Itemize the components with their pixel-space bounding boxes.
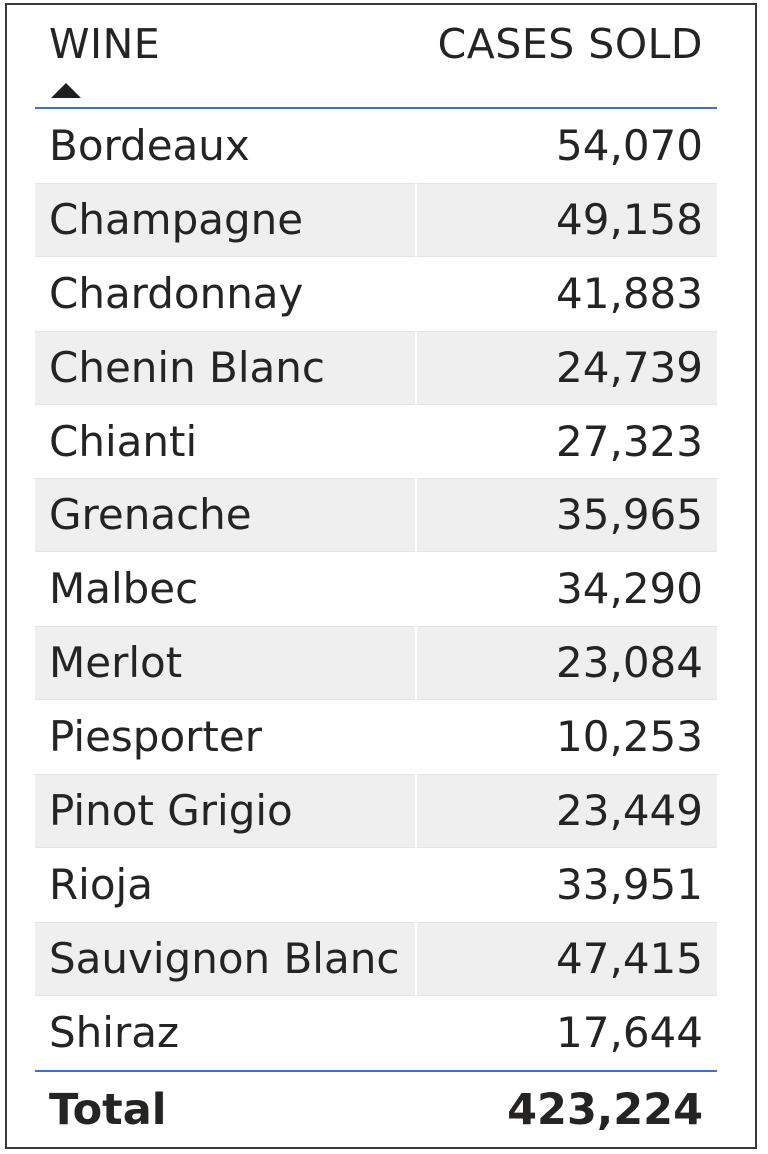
table-row[interactable]: Shiraz 17,644: [35, 996, 717, 1070]
total-label: Total: [49, 1084, 167, 1135]
cell-wine: Chenin Blanc: [49, 342, 325, 392]
table-row[interactable]: Chianti 27,323: [35, 405, 717, 479]
table-row[interactable]: Pinot Grigio 23,449: [35, 774, 717, 848]
cell-wine: Bordeaux: [49, 121, 250, 170]
cell-cases-sold: 23,084: [556, 638, 703, 688]
cell-wine: Piesporter: [49, 712, 262, 762]
table-row[interactable]: Bordeaux 54,070: [35, 109, 717, 183]
cell-cases-sold: 49,158: [556, 194, 703, 244]
cell-wine: Sauvignon Blanc: [49, 933, 400, 983]
cell-cases-sold: 33,951: [556, 859, 703, 909]
cell-wine: Shiraz: [49, 1007, 179, 1057]
cell-wine: Rioja: [49, 859, 153, 909]
cell-cases-sold: 34,290: [556, 564, 703, 614]
table-row[interactable]: Champagne 49,158: [35, 182, 717, 257]
table-row[interactable]: Rioja 33,951: [35, 848, 717, 922]
wine-cases-table: WINE CASES SOLD Bordeaux 54,070 Champagne 4…: [35, 5, 717, 1148]
cell-cases-sold: 41,883: [556, 268, 703, 318]
table-header: WINE CASES SOLD: [35, 5, 717, 109]
cell-cases-sold: 35,965: [556, 490, 703, 540]
column-separator: [415, 478, 417, 553]
cell-wine: Champagne: [49, 194, 304, 244]
column-separator: [415, 921, 417, 996]
total-value: 423,224: [507, 1084, 703, 1135]
table-row[interactable]: Malbec 34,290: [35, 552, 717, 626]
cell-cases-sold: 27,323: [556, 416, 703, 466]
table-body: Bordeaux 54,070 Champagne 49,158 Chardonnay 4…: [35, 109, 717, 1070]
cell-wine: Malbec: [49, 564, 199, 614]
total-row: Total 423,224: [35, 1069, 717, 1148]
cell-wine: Pinot Grigio: [49, 786, 293, 836]
column-separator: [415, 182, 417, 257]
table-row[interactable]: Sauvignon Blanc 47,415: [35, 921, 717, 996]
cell-cases-sold: 54,070: [556, 121, 703, 170]
table-row[interactable]: Merlot 23,084: [35, 626, 717, 701]
column-separator: [415, 330, 417, 405]
column-separator: [415, 626, 417, 701]
table-row[interactable]: Chardonnay 41,883: [35, 257, 717, 331]
column-separator: [415, 774, 417, 848]
table-row[interactable]: Piesporter 10,253: [35, 700, 717, 774]
cell-wine: Merlot: [49, 638, 183, 688]
cell-cases-sold: 23,449: [556, 786, 703, 836]
cell-cases-sold: 10,253: [556, 712, 703, 762]
cell-cases-sold: 47,415: [556, 933, 703, 983]
cell-wine: Chianti: [49, 416, 198, 466]
table-row[interactable]: Grenache 35,965: [35, 478, 717, 553]
cell-cases-sold: 24,739: [556, 342, 703, 392]
cell-cases-sold: 17,644: [556, 1007, 703, 1057]
table-row[interactable]: Chenin Blanc 24,739: [35, 330, 717, 405]
cell-wine: Grenache: [49, 490, 252, 540]
column-header-wine[interactable]: WINE: [49, 20, 161, 68]
cell-wine: Chardonnay: [49, 268, 304, 318]
table-visual-frame: WINE CASES SOLD Bordeaux 54,070 Champagne 4…: [5, 3, 757, 1149]
sort-ascending-icon[interactable]: [51, 83, 81, 98]
column-header-cases-sold[interactable]: CASES SOLD: [437, 20, 703, 68]
